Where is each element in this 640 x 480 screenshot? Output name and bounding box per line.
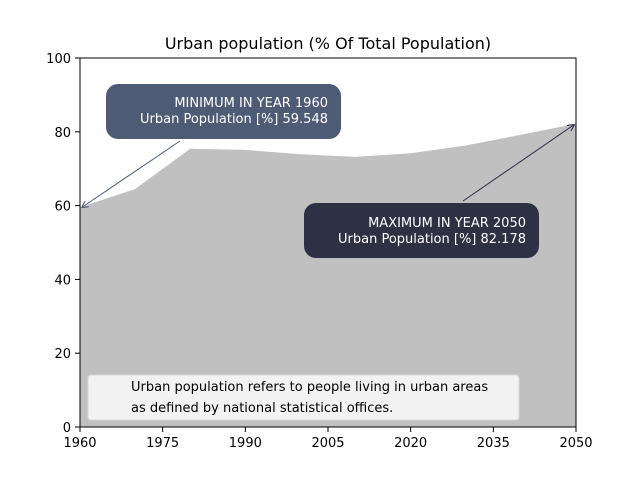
min-annotation-year: MINIMUM IN YEAR 1960 — [174, 96, 328, 111]
y-tick-label: 80 — [54, 126, 71, 141]
min-annotation: MINIMUM IN YEAR 1960 Urban Population [%… — [82, 84, 341, 207]
max-annotation: MAXIMUM IN YEAR 2050 Urban Population [%… — [304, 125, 574, 258]
x-tick-label: 1960 — [63, 436, 96, 451]
definition-note: Urban population refers to people living… — [87, 374, 520, 421]
max-annotation-box — [304, 203, 539, 258]
y-tick-label: 100 — [46, 52, 71, 67]
x-tick-label: 1990 — [229, 436, 262, 451]
x-tick-label: 1975 — [146, 436, 179, 451]
y-tick-label: 20 — [54, 347, 71, 362]
x-tick-label: 2035 — [477, 436, 510, 451]
chart-title: Urban population (% Of Total Population) — [165, 34, 491, 53]
y-tick-label: 60 — [54, 200, 71, 215]
y-axis: 0 20 40 60 80 100 — [46, 52, 80, 436]
y-tick-label: 0 — [63, 421, 71, 436]
note-line-1: Urban population refers to people living… — [131, 380, 488, 395]
min-arrow — [82, 140, 181, 207]
max-annotation-year: MAXIMUM IN YEAR 2050 — [368, 216, 526, 231]
x-tick-label: 2050 — [559, 436, 592, 451]
urban-population-area — [80, 123, 576, 428]
note-line-2: as defined by national statistical offic… — [131, 401, 393, 416]
max-arrow — [462, 125, 574, 202]
y-tick-label: 40 — [54, 273, 71, 288]
max-annotation-value: Urban Population [%] 82.178 — [338, 232, 526, 247]
x-tick-label: 2020 — [394, 436, 427, 451]
x-axis: 1960 1975 1990 2005 2020 2035 2050 — [63, 427, 593, 451]
x-tick-label: 2005 — [311, 436, 344, 451]
min-annotation-box — [106, 84, 341, 139]
note-box — [87, 374, 520, 421]
min-annotation-value: Urban Population [%] 59.548 — [140, 112, 328, 127]
